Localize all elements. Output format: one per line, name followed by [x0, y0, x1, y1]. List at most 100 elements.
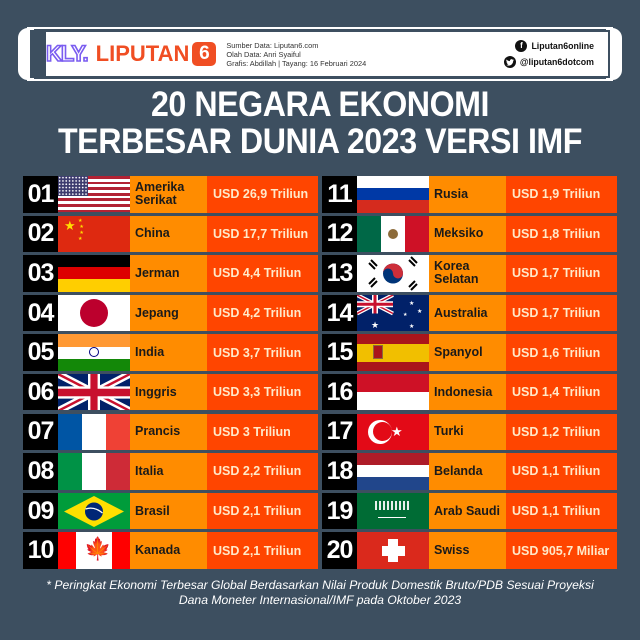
rank-number: 16 [322, 373, 357, 411]
ranking-row: 11 Rusia USD 1,9 Triliun [322, 176, 617, 213]
ranking-row: 09 Brasil USD 2,1 Triliun [23, 492, 318, 530]
svg-text:★: ★ [371, 320, 379, 330]
rank-number: 09 [23, 492, 58, 530]
gdp-value: USD 1,2 Triliun [506, 413, 617, 451]
ranking-row: 01 Amerika Serikat USD 26,9 Triliun [23, 176, 318, 213]
country-name: Jepang [130, 294, 207, 332]
spain-flag-icon [357, 334, 429, 371]
rank-number: 17 [322, 413, 357, 451]
france-flag-icon [58, 413, 130, 451]
country-name: Rusia [429, 176, 506, 213]
ranking-row: 04 Jepang USD 4,2 Triliun [23, 294, 318, 332]
country-name: Jerman [130, 255, 207, 292]
rank-number: 13 [322, 255, 357, 292]
rank-number: 05 [23, 334, 58, 371]
gdp-value: USD 1,1 Triliun [506, 492, 617, 530]
country-name: India [130, 334, 207, 371]
country-name: Indonesia [429, 373, 506, 411]
rank-number: 18 [322, 453, 357, 490]
country-name: Arab Saudi [429, 492, 506, 530]
country-name: Inggris [130, 373, 207, 411]
indonesia-flag-icon [357, 373, 429, 411]
ranking-row: 20 Swiss USD 905,7 Miliar [322, 532, 617, 569]
rank-number: 14 [322, 294, 357, 332]
gdp-value: USD 3 Triliun [207, 413, 318, 451]
ranking-row: 10 🍁 Kanada USD 2,1 Triliun [23, 532, 318, 569]
country-name: Meksiko [429, 215, 506, 253]
facebook-handle[interactable]: f Liputan6online [504, 38, 594, 54]
gdp-value: USD 2,1 Triliun [207, 532, 318, 569]
south-korea-flag-icon [357, 255, 429, 292]
ranking-row: 17 ★ Turki USD 1,2 Triliun [322, 413, 617, 451]
country-name: Swiss [429, 532, 506, 569]
gdp-value: USD 26,9 Triliun [207, 176, 318, 213]
gdp-value: USD 2,2 Triliun [207, 453, 318, 490]
rank-number: 19 [322, 492, 357, 530]
ranking-row: 19 Arab Saudi USD 1,1 Triliun [322, 492, 617, 530]
country-name: Italia [130, 453, 207, 490]
credit-source: Sumber Data: Liputan6.com [226, 40, 319, 50]
credit-graphic: Grafis: Abdillah | Tayang: 16 Februari 2… [226, 58, 367, 68]
brazil-flag-icon [58, 492, 130, 530]
uk-flag-icon [58, 373, 130, 411]
rank-number: 02 [23, 215, 58, 253]
title-line-1: 20 NEGARA EKONOMI [150, 85, 490, 124]
gdp-value: USD 3,3 Triliun [207, 373, 318, 411]
country-name: Brasil [130, 492, 207, 530]
country-name: China [130, 215, 207, 253]
footnote: * Peringkat Ekonomi Terbesar Global Berd… [0, 578, 640, 608]
ranking-row: 07 Prancis USD 3 Triliun [23, 413, 318, 451]
saudi-arabia-flag-icon [357, 492, 429, 530]
country-name: Kanada [130, 532, 207, 569]
australia-flag-icon: ★ ★ ★ ★ ★ [357, 294, 429, 332]
credit-data: Olah Data: Anri Syaiful [226, 49, 301, 59]
gdp-value: USD 1,1 Triliun [506, 453, 617, 490]
usa-flag-icon [58, 176, 130, 213]
country-name: Belanda [429, 453, 506, 490]
russia-flag-icon [357, 176, 429, 213]
rank-number: 11 [322, 176, 357, 213]
rank-number: 15 [322, 334, 357, 371]
country-name: Amerika Serikat [130, 176, 207, 213]
rank-number: 04 [23, 294, 58, 332]
gdp-value: USD 1,7 Triliun [506, 255, 617, 292]
turkey-flag-icon: ★ [357, 413, 429, 451]
gdp-value: USD 4,4 Triliun [207, 255, 318, 292]
svg-text:★: ★ [417, 308, 422, 315]
germany-flag-icon [58, 255, 130, 292]
kly-logo: KLY. [45, 40, 89, 67]
twitter-handle[interactable]: @liputan6dotcom [503, 54, 594, 70]
ranking-row: 06 Inggris USD 3,3 Triliun [23, 373, 318, 411]
ranking-row: 14 ★ ★ ★ ★ ★ Australia USD 1,7 Triliun [322, 294, 617, 332]
country-name: Spanyol [429, 334, 506, 371]
rank-number: 20 [322, 532, 357, 569]
gdp-value: USD 1,9 Triliun [506, 176, 617, 213]
header-banner: KLY. LIPUTAN 6 Sumber Data: Liputan6.com… [27, 27, 613, 81]
liputan6-logo-text: LIPUTAN [95, 41, 190, 66]
country-name: Australia [429, 294, 506, 332]
gdp-value: USD 2,1 Triliun [207, 492, 318, 530]
credits: Sumber Data: Liputan6.com Olah Data: Anr… [226, 41, 366, 68]
country-name: Prancis [130, 413, 207, 451]
gdp-value: USD 1,4 Triliun [506, 373, 617, 411]
netherlands-flag-icon [357, 453, 429, 490]
switzerland-flag-icon [357, 532, 429, 569]
rank-number: 10 [23, 532, 58, 569]
ranking-row: 15 Spanyol USD 1,6 Triliun [322, 334, 617, 371]
svg-text:★: ★ [409, 300, 414, 307]
ranking-table-left: 01 Amerika Serikat USD 26,9 Triliun 02 ★… [23, 176, 318, 572]
gdp-value: USD 905,7 Miliar [506, 532, 617, 569]
facebook-icon: f [515, 40, 528, 52]
country-name: Korea Selatan [429, 255, 506, 292]
gdp-value: USD 17,7 Triliun [207, 215, 318, 253]
twitter-icon [503, 56, 516, 68]
gdp-value: USD 1,8 Triliun [506, 215, 617, 253]
ranking-row: 08 Italia USD 2,2 Triliun [23, 453, 318, 490]
italy-flag-icon [58, 453, 130, 490]
rank-number: 06 [23, 373, 58, 411]
rank-number: 03 [23, 255, 58, 292]
ranking-row: 02 ★ ★ ★ ★ ★ China USD 17,7 Triliun [23, 215, 318, 253]
rank-number: 08 [23, 453, 58, 490]
ranking-row: 13 Korea Selatan USD 1,7 Triliun [322, 255, 617, 292]
rank-number: 07 [23, 413, 58, 451]
